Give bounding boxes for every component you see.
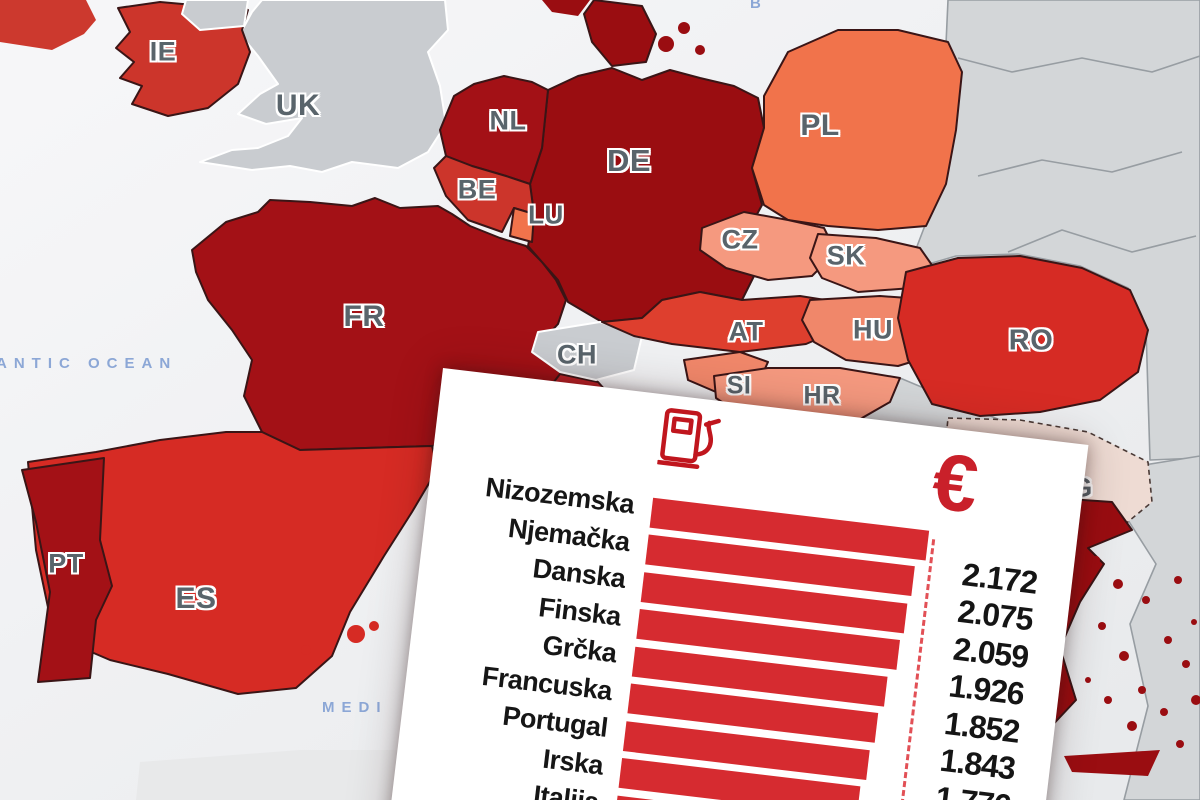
country-label-hu: HU [853,314,893,345]
country-iceland-fragment [0,0,96,50]
sea-label-2: B [750,0,768,12]
fuel-price-card: € Nizozemska Njemačka 2.172 Danska 2.075 Fins… [367,368,1089,800]
border-eastern [957,55,1200,73]
country-label-uk: UK [275,89,321,122]
price-value [943,534,1072,549]
country-label-si: SI [726,371,752,400]
country-label-fr: FR [343,300,385,333]
country-label-be: BE [457,174,497,205]
fuel-pump-icon [656,408,721,470]
country-label-lu: LU [528,199,564,230]
country-spain [27,431,439,695]
border-eastern-3 [1007,229,1197,253]
island-funen [678,22,690,34]
island-zealand [658,36,674,52]
island-crete [1064,750,1160,776]
country-label-sk: SK [826,240,866,271]
country-label-cz: CZ [721,224,759,255]
country-uk [199,0,449,173]
sea-label-1: MEDI [322,699,388,716]
country-label-ro: RO [1008,324,1054,357]
country-romania [897,255,1149,417]
country-portugal [21,457,113,683]
island-mallorca [347,625,365,643]
country-label-es: ES [175,582,217,615]
country-label-nl: NL [489,105,527,136]
country-germany [527,67,765,323]
island-ibiza [301,645,311,655]
country-label-de: DE [606,143,652,178]
country-poland [751,29,963,231]
island-lolland [695,45,705,55]
greek-islands [1085,556,1200,748]
border-eastern-2 [977,151,1183,177]
country-label-ch: CH [557,339,597,370]
euro-symbol: € [927,436,983,530]
country-luxembourg [509,207,535,243]
region-northern-ireland [181,0,249,31]
sea-label-0: ANTIC OCEAN [0,355,178,372]
country-label-at: AT [728,316,764,347]
country-denmark [583,0,657,67]
country-label-pt: PT [48,548,84,579]
country-label-ie: IE [149,36,177,67]
country-turkey [1123,455,1200,800]
country-label-hr: HR [803,381,841,410]
country-label-pl: PL [800,109,840,142]
island-menorca [369,621,379,631]
country-sweden-fragment [542,0,590,16]
